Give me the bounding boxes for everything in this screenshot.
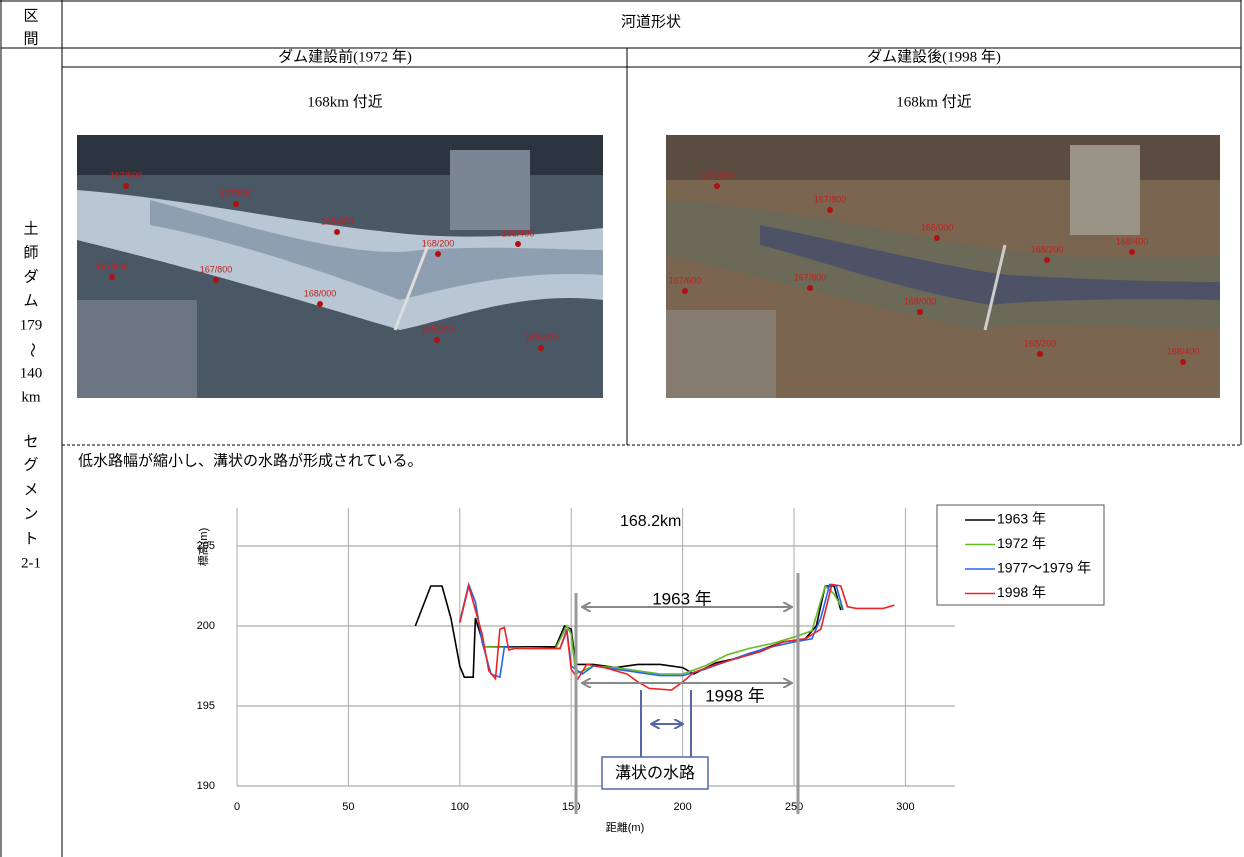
marker-dot: [434, 337, 440, 343]
header-section: 間: [23, 31, 38, 47]
marker-label: 168/000: [921, 222, 954, 232]
marker-dot: [1129, 249, 1135, 255]
marker-dot: [1180, 359, 1186, 365]
section-char: グ: [23, 456, 38, 473]
section-char: 〜: [24, 342, 40, 357]
marker-dot: [807, 285, 813, 291]
x-tick-label: 100: [451, 801, 469, 813]
x-tick-label: 0: [234, 801, 240, 813]
marker-dot: [827, 207, 833, 213]
section-char: 土: [23, 220, 38, 237]
section-char: ム: [23, 293, 38, 309]
section-char: セ: [23, 434, 38, 450]
aerial-photo-1998: [666, 135, 1220, 398]
aerial-photo-1972: [77, 135, 603, 398]
section-char: km: [21, 389, 41, 405]
photo-markers: 167/600 167/800 168/000 168/200 168/400 167/6…: [96, 170, 1200, 365]
series-line: [459, 581, 844, 679]
series-line: [484, 584, 844, 676]
header-after: ダム建設後(1998 年): [867, 48, 1001, 65]
marker-dot: [233, 201, 239, 207]
marker-dot: [1044, 257, 1050, 263]
header-before: ダム建設前(1972 年): [278, 48, 412, 65]
marker-label: 168/200: [1031, 244, 1064, 254]
header-title: 河道形状: [621, 13, 681, 30]
annotation: 溝状の水路: [615, 764, 695, 782]
marker-dot: [123, 183, 129, 189]
annotation: 1998 年: [705, 686, 765, 705]
section-char: 179: [20, 317, 43, 333]
legend-label: 1963 年: [997, 511, 1046, 527]
marker-label: 167/600: [96, 261, 129, 271]
marker-label: 168/200: [1024, 338, 1057, 348]
section-char: 2-1: [21, 555, 41, 571]
marker-label: 167/800: [794, 272, 827, 282]
y-axis-label: 標高(m): [196, 528, 210, 567]
x-tick-label: 300: [896, 801, 914, 813]
marker-label: 168/400: [1167, 346, 1200, 356]
x-tick-label: 50: [342, 801, 354, 813]
annotations: 1963 年 1998 年 溝状の水路: [574, 573, 800, 814]
header-section: 区: [23, 8, 38, 24]
marker-label: 167/600: [669, 275, 702, 285]
marker-dot: [109, 274, 115, 280]
marker-dot: [213, 277, 219, 283]
marker-dot: [515, 241, 521, 247]
marker-label: 167/800: [200, 264, 233, 274]
marker-label: 168/200: [422, 238, 455, 248]
marker-dot: [435, 251, 441, 257]
section-char: 師: [23, 244, 38, 261]
section-char: ダ: [23, 268, 38, 285]
marker-label: 168/200: [421, 324, 454, 334]
x-axis-label: 距離(m): [606, 820, 645, 834]
photo-caption: 168km 付近: [896, 93, 971, 110]
marker-label: 168/400: [502, 228, 535, 238]
series-line: [414, 585, 842, 678]
y-tick-label: 200: [197, 620, 215, 632]
marker-dot: [917, 309, 923, 315]
section-char: 140: [20, 365, 43, 381]
y-tick-label: 195: [197, 700, 215, 712]
section-char: ト: [23, 531, 38, 547]
photo-caption: 168km 付近: [307, 93, 382, 110]
legend-box: [936, 504, 1105, 606]
marker-label: 167/600: [701, 170, 734, 180]
marker-label: 168/400: [1116, 236, 1149, 246]
x-tick-label: 150: [562, 801, 580, 813]
y-tick-label: 190: [197, 780, 215, 792]
x-tick-label: 250: [785, 801, 803, 813]
chart-title: 168.2km: [620, 513, 681, 530]
marker-dot: [714, 183, 720, 189]
marker-label: 167/800: [814, 194, 847, 204]
note: 低水路幅が縮小し、溝状の水路が形成されている。: [78, 452, 423, 469]
marker-label: 168/000: [304, 288, 337, 298]
marker-dot: [1037, 351, 1043, 357]
legend-label: 1972 年: [997, 535, 1046, 551]
marker-label: 168/000: [321, 216, 354, 226]
marker-label: 168/400: [525, 332, 558, 342]
marker-dot: [934, 235, 940, 241]
legend-label: 1998 年: [997, 584, 1046, 600]
x-tick-label: 200: [673, 801, 691, 813]
y-tick-label: 205: [197, 540, 215, 552]
annotation: 1963 年: [652, 589, 712, 608]
section-char: ン: [23, 506, 38, 522]
marker-dot: [334, 229, 340, 235]
marker-label: 168/000: [904, 296, 937, 306]
section-char: メ: [23, 482, 38, 498]
legend-label: 1977〜1979 年: [997, 560, 1091, 576]
marker-label: 167/800: [220, 188, 253, 198]
marker-dot: [538, 345, 544, 351]
marker-dot: [682, 288, 688, 294]
marker-dot: [317, 301, 323, 307]
chart: 168.2km 標高(m) 距離(m) 190 195 200 205 0 50 100 15…: [196, 504, 1105, 834]
marker-label: 167/600: [110, 170, 143, 180]
